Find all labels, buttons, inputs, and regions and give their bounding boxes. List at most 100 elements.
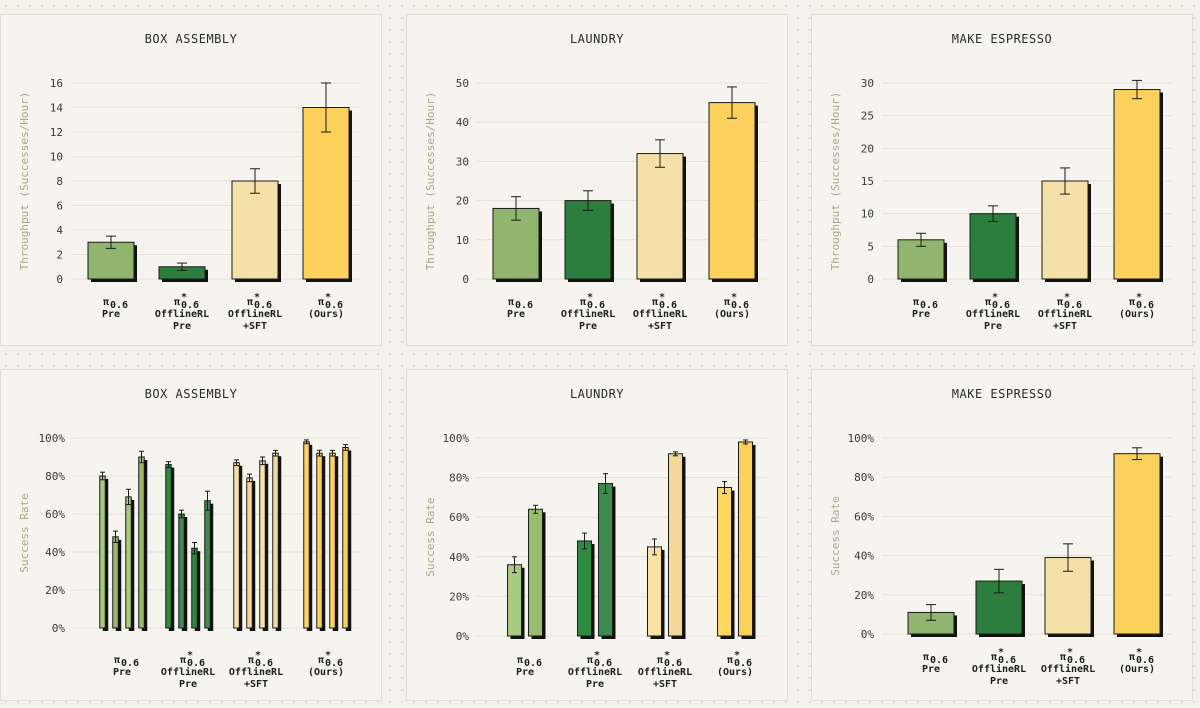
category-line: +SFT xyxy=(243,321,267,332)
category-symbol: π xyxy=(174,297,180,308)
chart-title: MAKE ESPRESSO xyxy=(952,32,1052,46)
y-axis-label: Success Rate xyxy=(18,493,31,572)
y-tick-label: 80% xyxy=(854,471,874,484)
bar xyxy=(316,452,323,629)
bar xyxy=(598,483,613,637)
category-superscript: * xyxy=(1067,647,1073,658)
chart-panel-throughput-box-assembly: BOX ASSEMBLY Throughput (Successes/Hour) 0… xyxy=(0,14,382,346)
chart-title: BOX ASSEMBLY xyxy=(145,32,238,46)
category-line: (Ours) xyxy=(717,667,753,678)
category-line: (Ours) xyxy=(308,667,344,678)
category-subscript: 0.6 xyxy=(731,300,749,311)
chart-panel-throughput-laundry: LAUNDRY Throughput (Successes/Hour) 0 10 20 3… xyxy=(406,14,788,346)
category-line: OfflineRL xyxy=(228,308,282,320)
category-line: +SFT xyxy=(648,321,672,332)
x-category-label: π *0.6(Ours) xyxy=(308,650,344,678)
category-symbol: π xyxy=(318,655,324,666)
bar xyxy=(1041,180,1089,280)
y-axis-label: Success Rate xyxy=(829,496,842,575)
y-tick-label: 10 xyxy=(50,151,63,164)
category-superscript: * xyxy=(587,292,593,303)
y-tick-label: 60% xyxy=(854,510,874,523)
category-superscript: * xyxy=(1136,292,1142,303)
category-symbol: π xyxy=(180,655,186,666)
category-symbol: π xyxy=(991,652,997,663)
category-symbol: π xyxy=(923,652,929,663)
category-subscript: 0.6 xyxy=(515,300,533,311)
y-tick-label: 12 xyxy=(50,126,63,139)
bar xyxy=(969,213,1017,280)
bar xyxy=(125,496,132,629)
category-subscript: 0.6 xyxy=(1136,300,1154,311)
category-subscript: 0.6 xyxy=(734,658,752,669)
bar xyxy=(99,475,106,629)
bar xyxy=(259,460,266,629)
y-tick-label: 0 xyxy=(56,273,63,286)
bar xyxy=(668,453,683,637)
bar xyxy=(717,487,732,637)
category-line: Pre xyxy=(507,309,525,320)
chart-title: BOX ASSEMBLY xyxy=(145,387,238,401)
y-tick-label: 20% xyxy=(45,584,65,597)
category-symbol: π xyxy=(652,297,658,308)
bar xyxy=(342,447,349,629)
y-axis-label: Success Rate xyxy=(424,497,437,576)
bar xyxy=(528,508,543,637)
chart-svg: BOX ASSEMBLY Success Rate 0% 20% 40% 60% 80% 10… xyxy=(18,387,361,690)
category-subscript: 0.6 xyxy=(998,655,1016,666)
category-subscript: 0.6 xyxy=(920,300,938,311)
bar xyxy=(178,513,185,629)
category-line: (Ours) xyxy=(308,309,344,320)
category-symbol: π xyxy=(580,297,586,308)
bar xyxy=(738,441,753,637)
category-superscript: * xyxy=(731,292,737,303)
category-symbol: π xyxy=(248,655,254,666)
bar xyxy=(165,464,172,629)
bar xyxy=(191,547,198,629)
y-tick-label: 40% xyxy=(854,550,874,563)
bar xyxy=(138,456,145,629)
category-subscript: 0.6 xyxy=(325,658,343,669)
x-category-label: π *0.6(Ours) xyxy=(1119,647,1155,675)
category-symbol: π xyxy=(727,655,733,666)
y-tick-label: 40% xyxy=(449,551,469,564)
y-tick-label: 16 xyxy=(50,77,63,90)
y-tick-label: 30 xyxy=(861,77,874,90)
category-line: OfflineRL xyxy=(1041,663,1095,675)
chart-panel-throughput-make-espresso: MAKE ESPRESSO Throughput (Successes/Hour)… xyxy=(811,14,1193,346)
bar xyxy=(1113,453,1161,635)
chart-svg: LAUNDRY Throughput (Successes/Hour) 0 10 20 3… xyxy=(424,32,767,332)
category-superscript: * xyxy=(664,650,670,661)
y-tick-label: 6 xyxy=(56,200,63,213)
category-line: Pre xyxy=(516,667,534,678)
category-symbol: π xyxy=(318,297,324,308)
category-subscript: 0.6 xyxy=(181,300,199,311)
category-line: Pre xyxy=(912,309,930,320)
y-tick-label: 40% xyxy=(45,546,65,559)
y-tick-label: 15 xyxy=(861,175,874,188)
category-superscript: * xyxy=(998,647,1004,658)
category-symbol: π xyxy=(1129,652,1135,663)
category-line: Pre xyxy=(579,321,597,332)
category-line: Pre xyxy=(102,309,120,320)
category-symbol: π xyxy=(724,297,730,308)
y-tick-label: 0 xyxy=(867,273,874,286)
category-line: +SFT xyxy=(653,679,677,690)
y-tick-label: 60% xyxy=(45,508,65,521)
category-symbol: π xyxy=(657,655,663,666)
category-line: Pre xyxy=(984,321,1002,332)
y-tick-label: 4 xyxy=(56,224,63,237)
category-symbol: π xyxy=(247,297,253,308)
y-tick-label: 0 xyxy=(462,273,469,286)
category-superscript: * xyxy=(992,292,998,303)
category-symbol: π xyxy=(985,297,991,308)
category-line: OfflineRL xyxy=(638,666,692,678)
